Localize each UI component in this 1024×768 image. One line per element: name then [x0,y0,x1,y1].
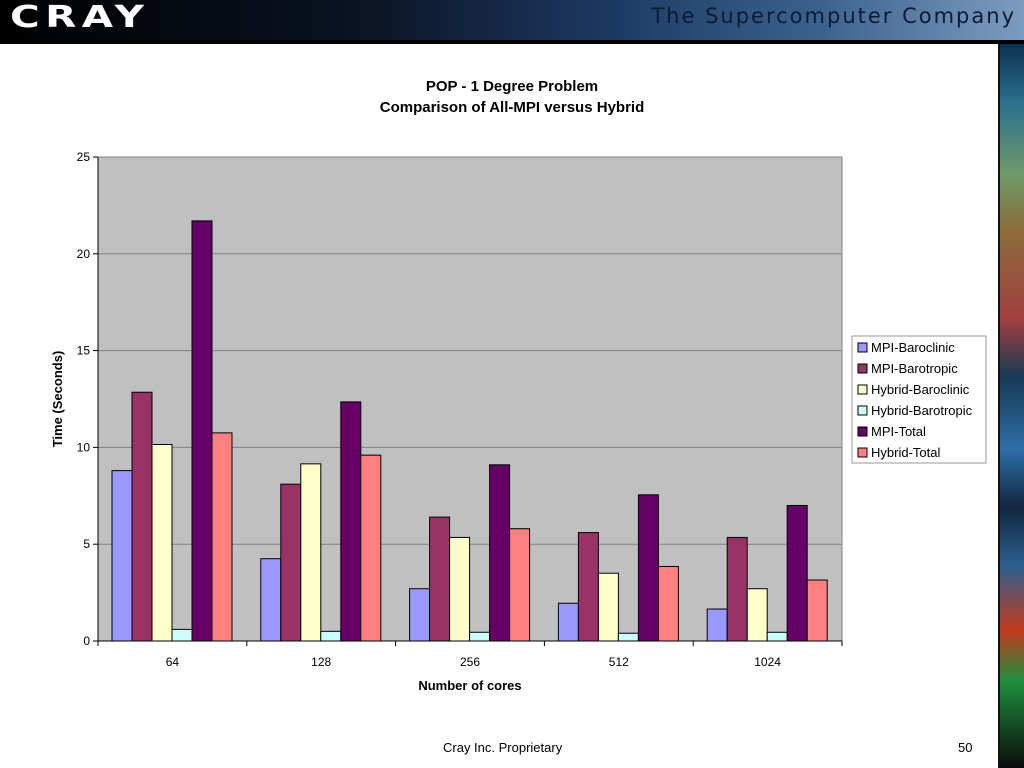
chart-title: POP - 1 Degree Problem [426,78,598,95]
bar-mpi-barotropic-64 [131,391,153,642]
bar-hybrid-barotropic-256 [469,631,491,642]
bar-mpi-total-64 [191,220,213,642]
legend-label: MPI-Total [871,424,926,439]
bar-mpi-barotropic-1024 [726,536,748,642]
bar-mpi-baroclinic-1024 [706,608,728,642]
y-tick-label: 0 [83,634,90,648]
legend-label: Hybrid-Total [871,445,940,460]
bar-mpi-barotropic-256 [429,516,451,642]
y-axis-ticks: 0 5 10 15 20 25 [77,150,99,648]
x-tick-label: 1024 [754,655,781,669]
bar-mpi-barotropic-128 [280,483,302,642]
bar-hybrid-baroclinic-1024 [746,588,768,642]
page-number: 50 [958,740,973,755]
header-banner: CRAY The Supercomputer Company [0,0,1024,40]
bar-mpi-baroclinic-128 [260,558,282,642]
bar-hybrid-barotropic-512 [617,632,639,642]
bar-mpi-baroclinic-256 [409,588,431,642]
y-tick-label: 25 [77,150,91,164]
legend-label: MPI-Baroclinic [871,340,955,355]
y-tick-label: 15 [77,344,91,358]
bar-mpi-baroclinic-64 [111,470,133,642]
bars [111,220,828,642]
header-divider [0,40,1024,44]
legend-swatch [857,342,868,353]
legend-label: Hybrid-Baroclinic [871,382,970,397]
x-tick-label: 512 [609,655,629,669]
legend: MPI-Baroclinic MPI-Barotropic Hybrid-Baroc… [851,335,987,464]
side-strip-edge [998,44,1001,768]
legend-swatch [857,405,868,416]
legend-swatch [857,363,868,374]
legend-box [851,335,987,464]
bar-hybrid-baroclinic-64 [151,443,173,642]
x-tick-label: 128 [311,655,331,669]
footer-proprietary: Cray Inc. Proprietary [443,740,563,755]
x-axis-label: Number of cores [418,678,521,693]
y-tick-label: 10 [77,440,91,454]
bar-mpi-total-1024 [786,504,808,642]
bar-hybrid-total-256 [509,528,531,642]
x-axis-ticks: 64 128 256 512 1024 [97,640,843,669]
legend-items: MPI-Baroclinic MPI-Barotropic Hybrid-Baroc… [857,340,973,460]
header-tagline: The Supercomputer Company [651,4,1016,28]
bar-mpi-total-128 [340,401,362,642]
legend-swatch [857,426,868,437]
bar-hybrid-total-128 [360,454,382,642]
bar-mpi-total-512 [637,494,659,642]
bar-hybrid-total-64 [211,432,233,642]
bar-hybrid-baroclinic-128 [300,463,322,642]
x-tick-label: 64 [166,655,180,669]
x-tick-label: 256 [460,655,480,669]
cray-logo: CRAY [10,0,150,35]
bar-mpi-baroclinic-512 [557,602,579,642]
bar-hybrid-barotropic-64 [171,628,193,642]
bar-mpi-barotropic-512 [577,532,599,642]
legend-label: MPI-Barotropic [871,361,958,376]
y-tick-label: 5 [83,537,90,551]
y-axis-label: Time (Seconds) [50,351,65,448]
y-tick-label: 20 [77,247,91,261]
chart-subtitle: Comparison of All-MPI versus Hybrid [380,99,645,116]
legend-swatch [857,384,868,395]
bar-hybrid-baroclinic-512 [597,572,619,642]
bar-mpi-total-256 [489,464,511,642]
legend-label: Hybrid-Barotropic [871,403,973,418]
legend-swatch [857,447,868,458]
bar-hybrid-barotropic-128 [320,630,342,642]
decorative-image-strip [1000,44,1024,768]
bar-hybrid-baroclinic-256 [449,536,471,642]
bar-hybrid-barotropic-1024 [766,631,788,642]
bar-hybrid-total-512 [657,565,679,642]
bar-chart: POP - 1 Degree Problem Comparison of All… [50,78,987,693]
bar-hybrid-total-1024 [806,579,828,642]
